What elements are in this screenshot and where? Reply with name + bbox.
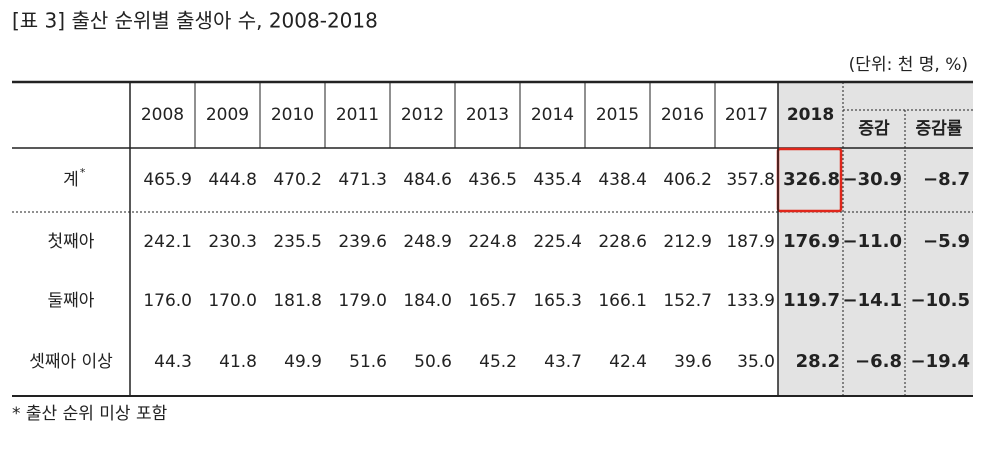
cell: 248.9: [403, 232, 452, 252]
highlight-bg: [778, 82, 973, 395]
cell: 465.9: [143, 170, 192, 190]
cell: 50.6: [414, 352, 452, 372]
cell: 45.2: [479, 352, 517, 372]
cell: 357.8: [726, 170, 775, 190]
cell: 49.9: [284, 352, 322, 372]
column-header: 2015: [596, 105, 639, 125]
cell: 184.0: [403, 291, 452, 311]
cell: 438.4: [598, 170, 647, 190]
column-header: 2009: [206, 105, 249, 125]
cell: 235.5: [273, 232, 322, 252]
cell: 133.9: [726, 291, 775, 311]
column-header: 2016: [661, 105, 704, 125]
column-header: 2008: [141, 105, 184, 125]
title: [표 3] 출산 순위별 출생아 수, 2008-2018: [12, 9, 378, 33]
cell: 43.7: [544, 352, 582, 372]
cell: 119.7: [783, 290, 840, 311]
cell: 181.8: [273, 291, 322, 311]
cell: 187.9: [726, 232, 775, 252]
cell: 239.6: [338, 232, 387, 252]
cell: −14.1: [843, 290, 903, 311]
cell: −5.9: [923, 231, 970, 252]
cell: 179.0: [338, 291, 387, 311]
cell: 152.7: [663, 291, 712, 311]
column-header: 2012: [401, 105, 444, 125]
row-label: 계: [63, 170, 79, 190]
cell: 326.8: [783, 169, 840, 190]
cell: 176.0: [143, 291, 192, 311]
note-mark: *: [80, 166, 86, 179]
cell: 165.7: [468, 291, 517, 311]
cell: 28.2: [796, 351, 840, 372]
column-header: 증감률: [916, 119, 963, 139]
row-label: 둘째아: [48, 291, 95, 311]
cell: 242.1: [143, 232, 192, 252]
cell: −8.7: [923, 169, 970, 190]
row-label: 첫째아: [48, 232, 95, 252]
cell: −11.0: [843, 231, 903, 252]
cell: 435.4: [533, 170, 582, 190]
cell: 166.1: [598, 291, 647, 311]
cell: −6.8: [855, 351, 902, 372]
column-header: 2017: [725, 105, 768, 125]
cell: 470.2: [273, 170, 322, 190]
cell: 41.8: [219, 352, 257, 372]
cell: 225.4: [533, 232, 582, 252]
column-header: 2013: [466, 105, 509, 125]
column-header: 2018: [787, 105, 834, 125]
column-header: 2011: [336, 105, 379, 125]
cell: −19.4: [911, 351, 971, 372]
cell: −30.9: [843, 169, 903, 190]
cell: 230.3: [208, 232, 257, 252]
cell: 39.6: [674, 352, 712, 372]
cell: 228.6: [598, 232, 647, 252]
cell: 42.4: [609, 352, 647, 372]
column-header: 2010: [271, 105, 314, 125]
footnote: * 출산 순위 미상 포함: [12, 404, 168, 424]
cell: 224.8: [468, 232, 517, 252]
cell: −10.5: [911, 290, 971, 311]
cell: 44.3: [154, 352, 192, 372]
column-header: 2014: [531, 105, 574, 125]
unit: (단위: 천 명, %): [849, 55, 968, 75]
cell: 484.6: [403, 170, 452, 190]
cell: 212.9: [663, 232, 712, 252]
row-label: 셋째아 이상: [29, 352, 113, 372]
cell: 436.5: [468, 170, 517, 190]
cell: 51.6: [349, 352, 387, 372]
column-header: 증감: [858, 119, 890, 139]
cell: 165.3: [533, 291, 582, 311]
cell: 170.0: [208, 291, 257, 311]
cell: 444.8: [208, 170, 257, 190]
cell: 471.3: [338, 170, 387, 190]
cell: 176.9: [783, 231, 840, 252]
cell: 406.2: [663, 170, 712, 190]
cell: 35.0: [737, 352, 775, 372]
